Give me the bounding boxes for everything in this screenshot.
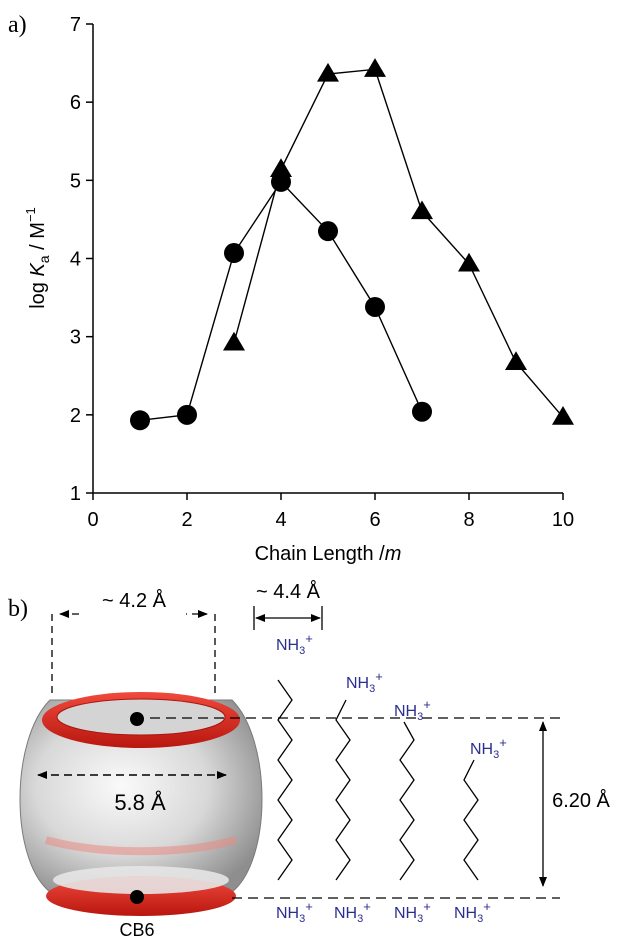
y-ticks: 1 2 3 4 5 6 7 xyxy=(70,14,93,505)
portal-width-label: ~ 4.2 Å xyxy=(102,589,167,612)
data-point-circle xyxy=(318,221,338,242)
chain-4-zigzag xyxy=(463,759,479,881)
chain-4-bottom-nh3: NH3+ xyxy=(454,899,491,925)
data-point-triangle xyxy=(458,252,480,272)
chain-2-top-nh3: NH3+ xyxy=(346,669,383,695)
data-point-circle xyxy=(177,404,197,425)
data-point-triangle xyxy=(317,62,339,82)
portal-width-annotation: ~ 4.2 Å xyxy=(51,589,216,698)
x-ticks: 0 2 4 6 8 10 xyxy=(87,493,574,531)
data-point-triangle xyxy=(270,158,292,177)
series-markers xyxy=(130,58,574,431)
x-axis-label: Chain Length /m xyxy=(255,543,402,565)
data-point-circle xyxy=(365,296,385,317)
chain-2: NH3+ NH3+ xyxy=(334,669,383,925)
y-tick-label: 5 xyxy=(70,170,81,192)
data-point-circle xyxy=(412,401,432,422)
panel-a-label: a) xyxy=(8,12,27,38)
y-tick-label: 4 xyxy=(70,249,81,271)
cb6-molecule xyxy=(19,692,263,916)
chain-width-annotation: ~ 4.4 Å xyxy=(253,580,323,630)
chain-4: NH3+ NH3+ xyxy=(454,735,507,925)
x-tick-label: 0 xyxy=(87,509,98,531)
cavity-width-label: 5.8 Å xyxy=(114,790,166,815)
chain-1-top-nh3: NH3+ xyxy=(276,631,313,657)
cb6-top-dot xyxy=(130,712,144,726)
series-triangle-line xyxy=(233,68,564,418)
x-tick-label: 6 xyxy=(369,509,380,531)
y-axis-label: log Ka / M−1 xyxy=(23,207,52,309)
y-tick-label: 3 xyxy=(70,327,81,349)
y-tick-label: 1 xyxy=(70,483,81,505)
y-tick-label: 2 xyxy=(70,405,81,427)
cb6-label: CB6 xyxy=(119,920,154,940)
cb6-bottom-portal xyxy=(53,866,229,894)
data-point-triangle xyxy=(223,331,245,351)
chain-3-top-nh3: NH3+ xyxy=(394,697,431,723)
data-point-circle xyxy=(224,243,244,264)
data-point-circle xyxy=(130,410,150,431)
x-tick-label: 10 xyxy=(552,509,574,531)
chain-3-bottom-nh3: NH3+ xyxy=(394,899,431,925)
cb6-bottom-dot xyxy=(130,890,144,904)
data-point-triangle xyxy=(411,200,433,220)
x-tick-label: 4 xyxy=(275,509,286,531)
y-tick-label: 6 xyxy=(70,92,81,114)
chain-4-top-nh3: NH3+ xyxy=(470,735,507,761)
data-point-triangle xyxy=(505,351,527,371)
chain-width-label: ~ 4.4 Å xyxy=(256,580,321,603)
panel-b-label: b) xyxy=(8,596,28,622)
data-point-triangle xyxy=(364,58,386,77)
chain-3-zigzag xyxy=(399,721,415,881)
height-label: 6.20 Å xyxy=(552,789,610,812)
chain-2-bottom-nh3: NH3+ xyxy=(334,899,371,925)
x-tick-label: 2 xyxy=(181,509,192,531)
y-tick-label: 7 xyxy=(70,14,81,36)
x-tick-label: 8 xyxy=(463,509,474,531)
chain-2-zigzag xyxy=(335,699,351,881)
chain-3: NH3+ NH3+ xyxy=(394,697,431,925)
chain-1-bottom-nh3: NH3+ xyxy=(276,899,313,925)
data-point-triangle xyxy=(552,406,574,425)
chain-1-zigzag xyxy=(277,679,293,881)
series-lines xyxy=(139,68,564,422)
cb6-inner-ring-shadow xyxy=(44,836,238,856)
portal-label-bg xyxy=(82,590,186,622)
cavity-width-annotation: 5.8 Å xyxy=(37,771,227,815)
chain-1: NH3+ NH3+ xyxy=(276,631,313,925)
